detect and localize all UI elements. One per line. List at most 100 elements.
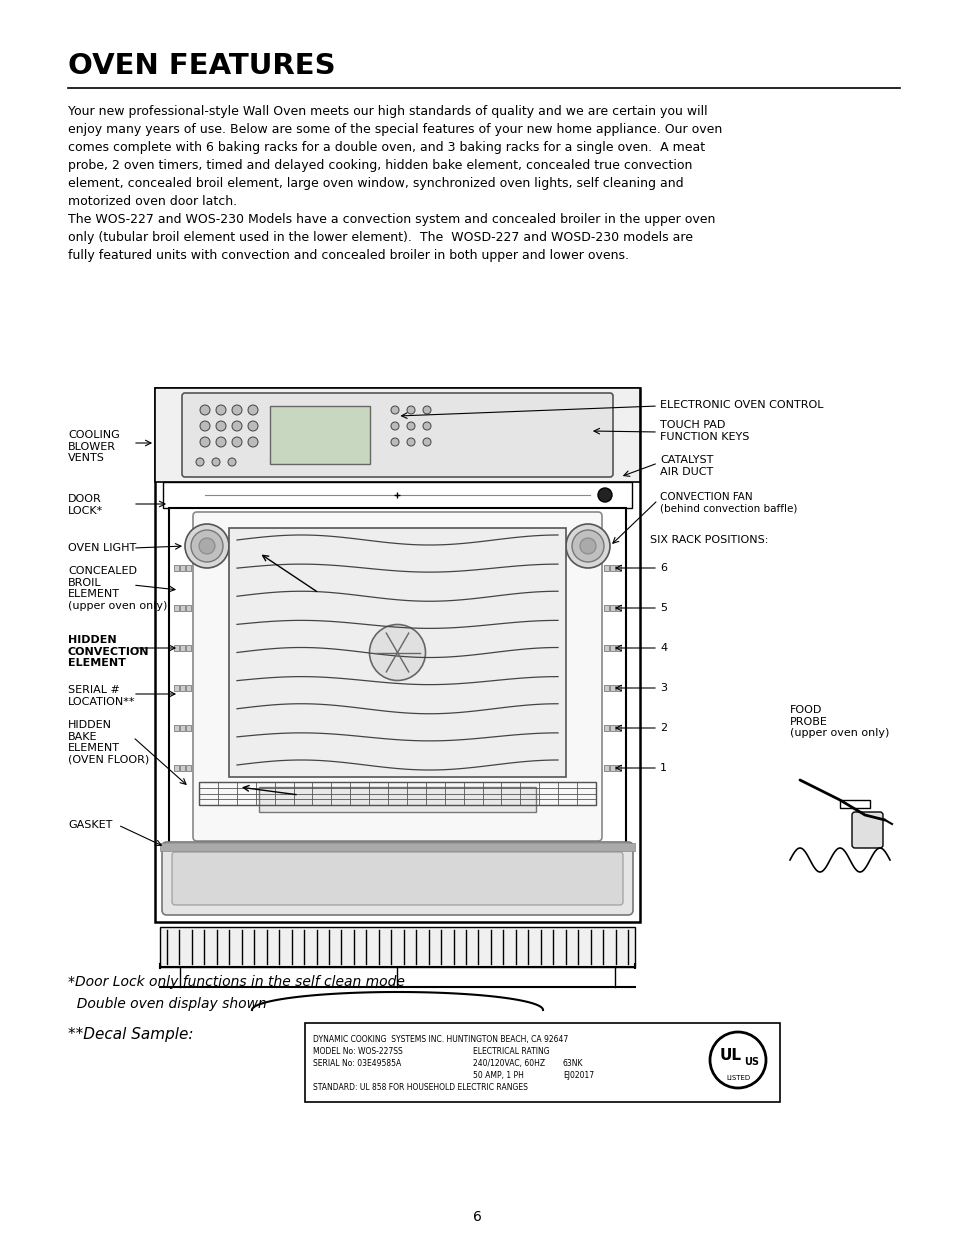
Bar <box>186 764 191 771</box>
Circle shape <box>215 405 226 415</box>
Text: 4: 4 <box>659 643 666 653</box>
Bar <box>154 388 639 923</box>
Bar <box>616 564 620 571</box>
Bar <box>616 685 620 692</box>
Text: Double oven display shown: Double oven display shown <box>68 997 267 1011</box>
Bar <box>603 764 608 771</box>
Bar <box>609 564 615 571</box>
Bar <box>840 800 869 808</box>
Text: SERIAL #
LOCATION**: SERIAL # LOCATION** <box>68 685 135 706</box>
Bar <box>180 685 185 692</box>
Circle shape <box>391 438 398 446</box>
Bar <box>616 764 620 771</box>
Bar <box>609 685 615 692</box>
Circle shape <box>422 438 431 446</box>
Circle shape <box>565 524 609 568</box>
Circle shape <box>200 437 210 447</box>
Text: LISTED: LISTED <box>725 1074 749 1081</box>
Text: 6: 6 <box>659 563 666 573</box>
Text: 240/120VAC, 60HZ: 240/120VAC, 60HZ <box>473 1058 544 1068</box>
FancyBboxPatch shape <box>172 852 622 905</box>
Text: UL: UL <box>720 1049 741 1063</box>
Bar <box>163 482 631 508</box>
Bar <box>173 764 179 771</box>
Text: 3: 3 <box>659 683 666 693</box>
Text: ELECTRICAL RATING: ELECTRICAL RATING <box>473 1047 549 1056</box>
Text: CONVECTION FAN
(behind convection baffle): CONVECTION FAN (behind convection baffle… <box>659 492 797 514</box>
Bar <box>173 564 179 571</box>
Text: Your new professional-style Wall Oven meets our high standards of quality and we: Your new professional-style Wall Oven me… <box>68 105 721 207</box>
Circle shape <box>191 530 223 562</box>
Text: 1: 1 <box>659 763 666 773</box>
FancyBboxPatch shape <box>162 842 633 915</box>
Circle shape <box>369 625 425 680</box>
Bar <box>186 645 191 651</box>
Circle shape <box>407 422 415 430</box>
Circle shape <box>232 421 242 431</box>
Circle shape <box>407 406 415 414</box>
Bar <box>186 564 191 571</box>
Bar <box>180 564 185 571</box>
Bar <box>305 1023 780 1102</box>
Circle shape <box>709 1032 765 1088</box>
Bar <box>169 508 625 847</box>
Text: 2: 2 <box>659 722 666 734</box>
Bar <box>609 645 615 651</box>
Circle shape <box>232 405 242 415</box>
Bar <box>229 529 565 777</box>
Circle shape <box>195 458 204 466</box>
Bar <box>160 844 635 851</box>
Circle shape <box>199 538 214 555</box>
Circle shape <box>248 405 257 415</box>
Text: OVEN LIGHT: OVEN LIGHT <box>68 543 136 553</box>
Circle shape <box>598 488 612 501</box>
Bar <box>603 645 608 651</box>
Bar <box>186 725 191 731</box>
Bar <box>180 645 185 651</box>
Bar <box>616 605 620 611</box>
Bar <box>180 764 185 771</box>
Bar <box>609 764 615 771</box>
Bar <box>603 685 608 692</box>
Bar <box>199 782 596 805</box>
Bar <box>616 725 620 731</box>
Circle shape <box>215 437 226 447</box>
Text: HIDDEN
CONVECTION
ELEMENT: HIDDEN CONVECTION ELEMENT <box>68 635 150 668</box>
Text: 63NK: 63NK <box>562 1058 583 1068</box>
Text: *Door Lock only functions in the self clean mode: *Door Lock only functions in the self cl… <box>68 974 404 989</box>
Bar <box>603 605 608 611</box>
Text: US: US <box>743 1057 759 1067</box>
Text: 5: 5 <box>659 603 666 613</box>
Text: DOOR
LOCK*: DOOR LOCK* <box>68 494 103 515</box>
Circle shape <box>579 538 596 555</box>
Bar <box>180 605 185 611</box>
Text: DYNAMIC COOKING  SYSTEMS INC. HUNTINGTON BEACH, CA 92647: DYNAMIC COOKING SYSTEMS INC. HUNTINGTON … <box>313 1035 568 1044</box>
Bar <box>270 406 370 464</box>
Bar <box>173 645 179 651</box>
Text: The WOS-227 and WOS-230 Models have a convection system and concealed broiler in: The WOS-227 and WOS-230 Models have a co… <box>68 212 715 262</box>
Bar <box>603 564 608 571</box>
Circle shape <box>248 421 257 431</box>
Bar <box>258 787 536 811</box>
Text: 50 AMP, 1 PH: 50 AMP, 1 PH <box>473 1071 523 1079</box>
Bar <box>616 645 620 651</box>
Bar <box>173 685 179 692</box>
Circle shape <box>185 524 229 568</box>
Text: **Decal Sample:: **Decal Sample: <box>68 1028 193 1042</box>
Text: COOLING
BLOWER
VENTS: COOLING BLOWER VENTS <box>68 430 120 463</box>
Circle shape <box>422 422 431 430</box>
Text: CATALYST
AIR DUCT: CATALYST AIR DUCT <box>659 454 713 477</box>
Circle shape <box>215 421 226 431</box>
Text: SIX RACK POSITIONS:: SIX RACK POSITIONS: <box>649 535 767 545</box>
Text: 6: 6 <box>472 1210 481 1224</box>
Bar <box>160 927 635 967</box>
Bar <box>603 725 608 731</box>
Bar <box>186 685 191 692</box>
FancyBboxPatch shape <box>851 811 882 848</box>
Text: CONCEALED
BROIL
ELEMENT
(upper oven only): CONCEALED BROIL ELEMENT (upper oven only… <box>68 566 167 611</box>
Circle shape <box>391 406 398 414</box>
Text: FOOD
PROBE
(upper oven only): FOOD PROBE (upper oven only) <box>789 705 888 739</box>
Bar <box>609 605 615 611</box>
Bar <box>180 725 185 731</box>
Bar <box>173 725 179 731</box>
